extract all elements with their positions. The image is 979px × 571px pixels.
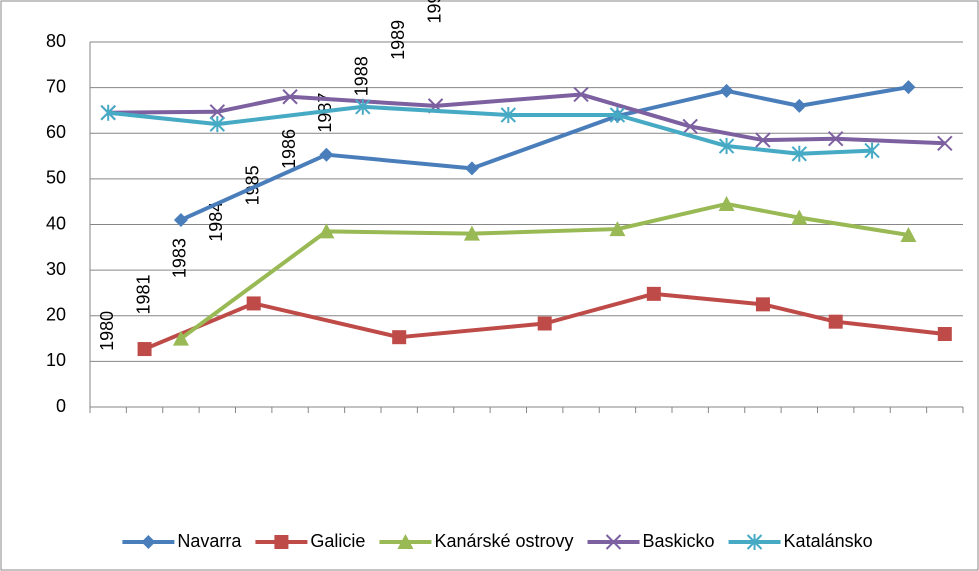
marker	[172, 330, 189, 346]
marker	[791, 209, 808, 225]
legend-label: Galicie	[310, 531, 365, 551]
x-tick-label: 1988	[352, 56, 372, 96]
x-tick-label: 1986	[279, 129, 299, 169]
marker	[864, 142, 880, 159]
marker	[901, 80, 916, 95]
marker	[900, 226, 917, 242]
series-line	[143, 291, 946, 351]
legend-label: Baskicko	[643, 531, 715, 551]
y-tick-label: 70	[46, 76, 66, 96]
marker	[755, 297, 770, 312]
marker	[282, 89, 298, 105]
marker	[718, 138, 735, 155]
marker	[209, 104, 226, 120]
y-tick-label: 10	[46, 350, 66, 370]
marker	[500, 107, 517, 123]
marker	[609, 221, 626, 237]
marker	[355, 98, 371, 115]
marker	[209, 116, 226, 133]
legend-label: Kanárské ostrovy	[434, 531, 573, 551]
marker	[392, 330, 407, 345]
x-tick-label: 1984	[206, 202, 226, 242]
marker	[463, 225, 480, 241]
marker	[646, 286, 661, 301]
marker	[274, 535, 289, 549]
marker	[937, 327, 952, 341]
marker	[718, 195, 735, 211]
marker	[682, 118, 698, 135]
y-tick-label: 20	[46, 305, 66, 325]
marker	[605, 534, 622, 550]
marker	[827, 131, 844, 147]
y-tick-label: 0	[56, 396, 66, 416]
marker	[397, 534, 414, 549]
marker	[755, 132, 771, 148]
marker	[318, 223, 335, 239]
marker	[246, 296, 261, 311]
legend: Navarra Galicie Kanárské ostrovy Baskicko Ka…	[122, 531, 873, 551]
legend-label: Katalánsko	[784, 531, 873, 551]
marker	[573, 86, 589, 103]
marker	[791, 145, 808, 162]
x-tick-label: 1981	[133, 274, 153, 314]
marker	[141, 535, 156, 549]
y-tick-label: 80	[46, 31, 66, 51]
series-line	[107, 104, 873, 156]
marker	[137, 342, 152, 357]
marker	[464, 161, 479, 176]
legend-label: Navarra	[177, 531, 242, 551]
x-tick-label: 1990	[424, 0, 444, 23]
marker	[746, 534, 763, 550]
x-tick-label: 1983	[170, 238, 190, 278]
x-tick-label: 1980	[97, 311, 117, 351]
y-tick-label: 60	[46, 122, 66, 142]
x-tick-label: 1989	[388, 20, 408, 60]
marker	[609, 107, 626, 123]
marker	[937, 135, 953, 151]
marker	[719, 83, 734, 98]
x-tick-label: 1985	[242, 165, 262, 205]
marker	[173, 212, 188, 227]
y-tick-label: 50	[46, 168, 66, 188]
marker	[100, 104, 116, 121]
marker	[319, 147, 334, 162]
marker	[537, 316, 552, 331]
marker	[792, 98, 807, 113]
y-tick-label: 30	[46, 259, 66, 279]
marker	[828, 314, 843, 329]
y-tick-label: 40	[46, 213, 66, 233]
